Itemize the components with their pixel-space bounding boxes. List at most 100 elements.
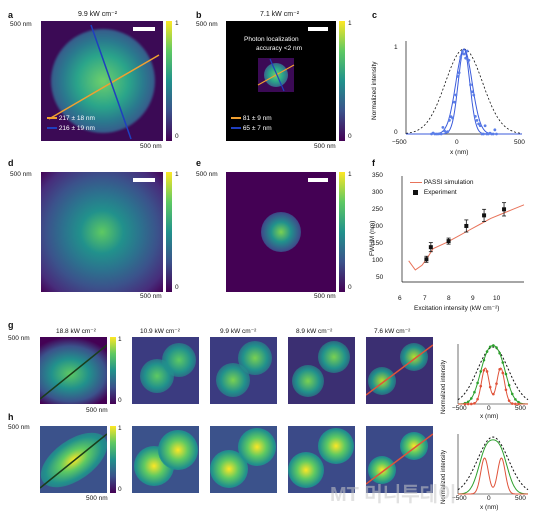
- panel-g-title-2: 10.9 kW cm⁻²: [140, 328, 180, 335]
- panel-c-point: [456, 74, 459, 78]
- panel-g-plot-ylabel: Normalized intensity: [441, 359, 447, 414]
- panel-g-profile-red-point: [466, 402, 470, 406]
- panel-g-profile-red-point: [470, 402, 473, 406]
- panel-f-xlabel: Excitation intensity (kW cm⁻²): [414, 305, 500, 312]
- panel-c-point: [462, 52, 466, 56]
- panel-g-label: g: [8, 320, 14, 330]
- panel-g-image-1: [40, 337, 107, 404]
- panel-c-point: [467, 58, 471, 62]
- panel-g-profile-green-point: [488, 345, 492, 349]
- panel-h-image-5: [366, 426, 433, 493]
- panel-g-profile-green-point: [470, 397, 473, 400]
- panel-c-point: [451, 116, 455, 120]
- panel-b-legend-1: 81 ± 9 nm: [231, 115, 272, 123]
- panel-g-profile-green-point: [466, 400, 470, 404]
- panel-h-plot-xtick-2: 500: [515, 495, 526, 502]
- panel-g-profile-green-point: [485, 350, 489, 353]
- panel-e-ylabel: 500 nm: [196, 171, 218, 178]
- panel-g-profile-red-point: [507, 399, 511, 402]
- panel-c-point: [491, 132, 495, 136]
- panel-c-xtick-1: 0: [455, 139, 459, 146]
- panel-d-cbar-top: 1: [175, 171, 179, 178]
- panel-h-image-2: [132, 426, 199, 493]
- panel-f-experiment-point: [482, 213, 487, 218]
- panel-f-xtick-6: 6: [398, 295, 402, 302]
- panel-f-experiment-point: [446, 239, 451, 244]
- panel-h-ylabel: 500 nm: [8, 424, 30, 431]
- panel-e-cbar-bottom: 0: [348, 284, 352, 291]
- panel-g-plot-xtick-1: 0: [487, 405, 491, 412]
- panel-g-plot-xlabel: x (nm): [480, 413, 499, 420]
- panel-d-xlabel: 500 nm: [140, 293, 162, 300]
- panel-c-point: [495, 132, 498, 136]
- panel-g-image-2: [132, 337, 199, 404]
- panel-g-image-3: [210, 337, 277, 404]
- panel-d-ylabel: 500 nm: [10, 171, 32, 178]
- panel-g-profile-green-point: [514, 398, 517, 401]
- panel-g-profile-green-point: [479, 370, 483, 373]
- panel-g-profile-red-point: [514, 402, 517, 406]
- panel-g-title-1: 18.8 kW cm⁻²: [56, 328, 96, 335]
- panel-g-image-5: [366, 337, 433, 404]
- panel-e-cbar-top: 1: [348, 171, 352, 178]
- panel-c-xlabel: x (nm): [450, 149, 469, 156]
- panel-g-profile-red-point: [463, 402, 467, 406]
- panel-h-cbar-top: 1: [118, 425, 122, 432]
- panel-f-xtick-9: 9: [471, 295, 475, 302]
- panel-f-experiment-point: [424, 257, 429, 262]
- panel-c-point: [457, 71, 461, 75]
- panel-g-profile-dashed-curve: [457, 346, 529, 401]
- watermark: MT 머니투데이: [330, 484, 457, 506]
- panel-c-point: [465, 49, 469, 53]
- panel-h-colorbar: [110, 426, 116, 493]
- panel-f-ytick-300: 300: [372, 189, 383, 196]
- panel-c-point: [447, 118, 451, 122]
- panel-b-xlabel: 500 nm: [314, 143, 336, 150]
- panel-d-cbar-bottom: 0: [175, 284, 179, 291]
- panel-g-profile-red-point: [517, 402, 520, 406]
- panel-c-point: [473, 114, 477, 118]
- panel-b-annotation-1: Photon localization: [244, 36, 299, 43]
- panel-h-xlabel: 500 nm: [86, 495, 108, 502]
- panel-a-title: 9.9 kW cm⁻²: [78, 11, 118, 18]
- panel-h-plot-xtick-1: 0: [487, 495, 491, 502]
- panel-g-title-5: 7.6 kW cm⁻²: [374, 328, 411, 335]
- panel-b-cbar-bottom: 0: [348, 133, 352, 140]
- panel-g-profile-red-point: [495, 382, 498, 385]
- panel-g-profile-red-point: [476, 397, 479, 401]
- panel-g-cbar-bottom: 0: [118, 397, 122, 404]
- panel-g-cbar-top: 1: [118, 336, 122, 343]
- panel-h-profile-dashed-curve: [457, 436, 529, 491]
- panel-a-label: a: [8, 10, 14, 20]
- panel-h-plot-xtick-0: −500: [452, 495, 467, 502]
- panel-g-profile-red-point: [485, 370, 489, 373]
- panel-c-point: [478, 124, 482, 128]
- panel-c-chart: [405, 41, 523, 136]
- panel-g-profile-red-point: [510, 402, 514, 405]
- panel-f-xtick-10: 10: [493, 295, 501, 302]
- panel-c-point: [439, 132, 443, 136]
- panel-f-legend-sim: PASSI simulation: [410, 179, 474, 187]
- panel-d-label: d: [8, 158, 14, 168]
- panel-f-ytick-50: 50: [376, 274, 384, 281]
- panel-c-xtick-2: 500: [514, 139, 525, 146]
- panel-b-cbar-top: 1: [348, 20, 352, 27]
- panel-g-profile-red-curve: [458, 367, 528, 405]
- panel-g-profile-green-point: [510, 392, 514, 396]
- panel-c-point: [459, 55, 463, 59]
- panel-g-title-3: 9.9 kW cm⁻²: [220, 328, 257, 335]
- panel-g-profile-green-point: [492, 344, 495, 347]
- panel-c-point: [452, 100, 456, 104]
- panel-c-point: [493, 128, 497, 132]
- panel-b-annotation-2: accuracy <2 nm: [256, 45, 303, 52]
- panel-a-ylabel: 500 nm: [10, 21, 32, 28]
- panel-g-profile-red-point: [498, 367, 501, 371]
- panel-c-point: [464, 56, 468, 60]
- panel-c-point: [446, 130, 450, 134]
- panel-f-ytick-150: 150: [372, 240, 383, 247]
- panel-c-point: [441, 125, 445, 129]
- panel-c-point: [472, 93, 476, 97]
- panel-g-colorbar: [110, 337, 116, 404]
- panel-g-image-4: [288, 337, 355, 404]
- panel-g-profile-green-point: [473, 390, 476, 394]
